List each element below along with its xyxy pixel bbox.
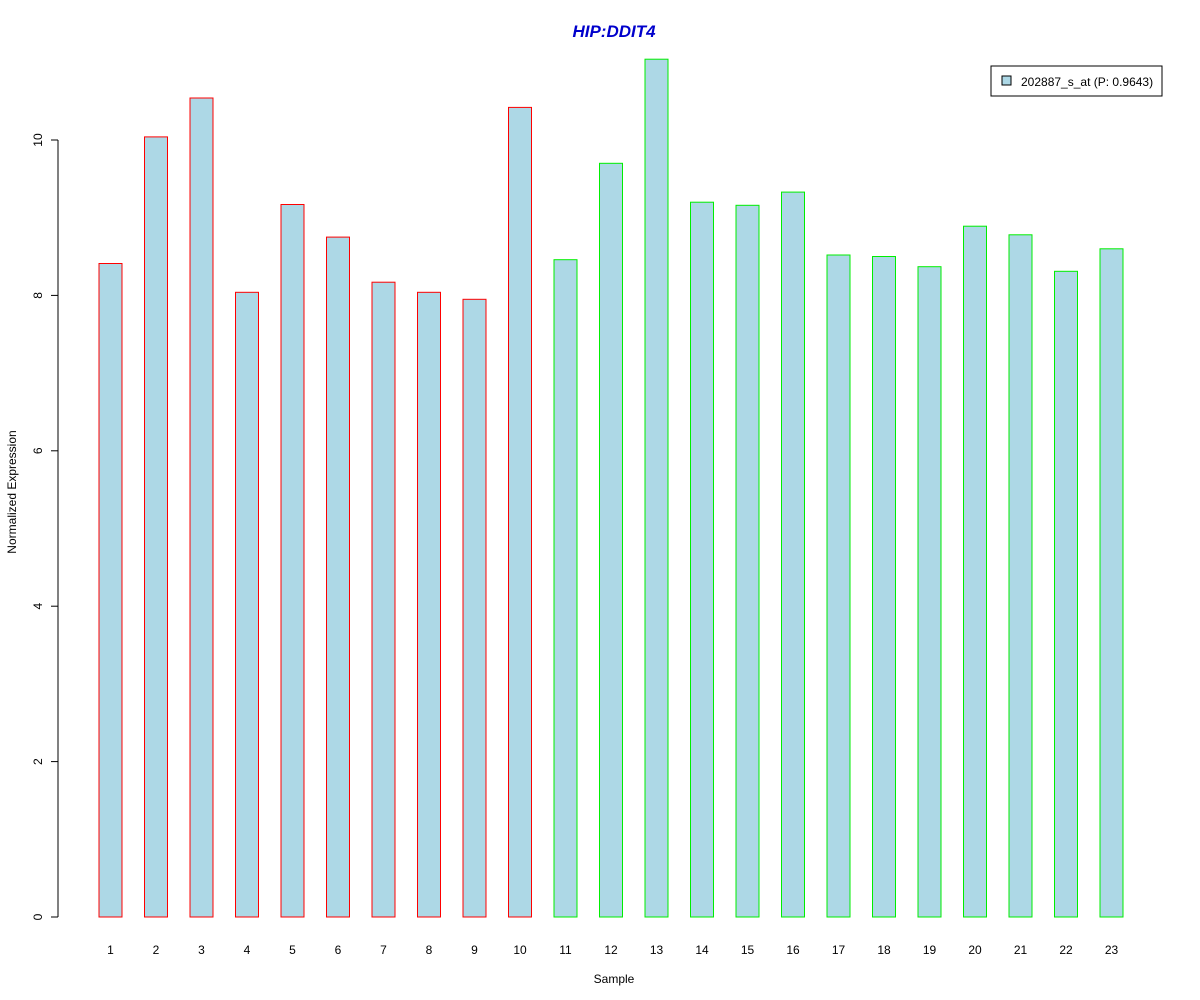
x-tick-label: 2 bbox=[153, 943, 160, 957]
x-tick-label: 10 bbox=[513, 943, 527, 957]
bar-sample-7 bbox=[371, 281, 396, 918]
bar-sample-1 bbox=[98, 263, 123, 918]
y-tick-label: 6 bbox=[31, 447, 45, 454]
y-axis-label: Normalized Expression bbox=[5, 430, 19, 553]
y-tick-label: 10 bbox=[31, 133, 45, 147]
x-tick-label: 18 bbox=[877, 943, 891, 957]
x-tick-label: 8 bbox=[426, 943, 433, 957]
x-tick-label: 21 bbox=[1014, 943, 1028, 957]
bar-sample-21 bbox=[1008, 234, 1033, 918]
bar-sample-22 bbox=[1054, 270, 1078, 918]
y-axis: 0 2 4 6 8 10 bbox=[31, 133, 59, 920]
legend-box bbox=[990, 65, 1163, 97]
x-tick-label: 19 bbox=[923, 943, 937, 957]
bars bbox=[98, 58, 1124, 918]
bar-sample-5 bbox=[280, 204, 305, 918]
bar-sample-2 bbox=[144, 136, 168, 918]
bar-sample-10 bbox=[508, 106, 532, 918]
x-tick-labels: 1 2 3 4 5 6 7 8 9 10 11 12 13 14 15 16 17 18 19 20 21 22 23 bbox=[107, 943, 1118, 957]
x-tick-label: 4 bbox=[244, 943, 251, 957]
chart-title: HIP:DDIT4 bbox=[572, 22, 656, 41]
x-axis-label: Sample bbox=[594, 972, 635, 986]
bar-sample-8 bbox=[417, 291, 441, 918]
legend: 202887_s_at (P: 0.9643) bbox=[990, 65, 1163, 97]
bar-sample-23 bbox=[1099, 248, 1124, 918]
bar-sample-20 bbox=[963, 225, 987, 918]
x-tick-label: 23 bbox=[1105, 943, 1119, 957]
x-tick-label: 22 bbox=[1059, 943, 1073, 957]
x-tick-label: 17 bbox=[832, 943, 846, 957]
x-tick-label: 16 bbox=[786, 943, 800, 957]
bar-sample-13 bbox=[644, 58, 669, 918]
bar-sample-14 bbox=[690, 201, 714, 918]
bar-sample-3 bbox=[189, 97, 214, 918]
bar-sample-15 bbox=[735, 204, 760, 918]
x-tick-label: 5 bbox=[289, 943, 296, 957]
x-tick-label: 12 bbox=[604, 943, 618, 957]
x-tick-label: 15 bbox=[741, 943, 755, 957]
bar-sample-19 bbox=[917, 266, 942, 918]
x-tick-label: 3 bbox=[198, 943, 205, 957]
bar-sample-11 bbox=[553, 259, 578, 918]
bar-sample-12 bbox=[599, 162, 623, 918]
x-tick-label: 11 bbox=[559, 943, 572, 957]
x-tick-label: 20 bbox=[968, 943, 982, 957]
legend-swatch bbox=[1001, 75, 1012, 86]
x-tick-label: 7 bbox=[380, 943, 387, 957]
x-tick-label: 6 bbox=[335, 943, 342, 957]
bar-sample-16 bbox=[781, 191, 805, 918]
y-tick-label: 8 bbox=[31, 292, 45, 299]
x-tick-label: 9 bbox=[471, 943, 478, 957]
bar-sample-4 bbox=[235, 291, 259, 918]
bar-sample-9 bbox=[462, 298, 487, 918]
bar-sample-17 bbox=[826, 254, 851, 918]
x-tick-label: 14 bbox=[695, 943, 709, 957]
legend-label: 202887_s_at (P: 0.9643) bbox=[1021, 75, 1153, 89]
bar-sample-18 bbox=[872, 256, 896, 918]
y-tick-label: 2 bbox=[31, 758, 45, 765]
x-tick-label: 1 bbox=[107, 943, 114, 957]
y-tick-label: 0 bbox=[31, 913, 45, 920]
y-tick-label: 4 bbox=[31, 603, 45, 610]
bar-sample-6 bbox=[326, 236, 350, 918]
x-tick-label: 13 bbox=[650, 943, 664, 957]
